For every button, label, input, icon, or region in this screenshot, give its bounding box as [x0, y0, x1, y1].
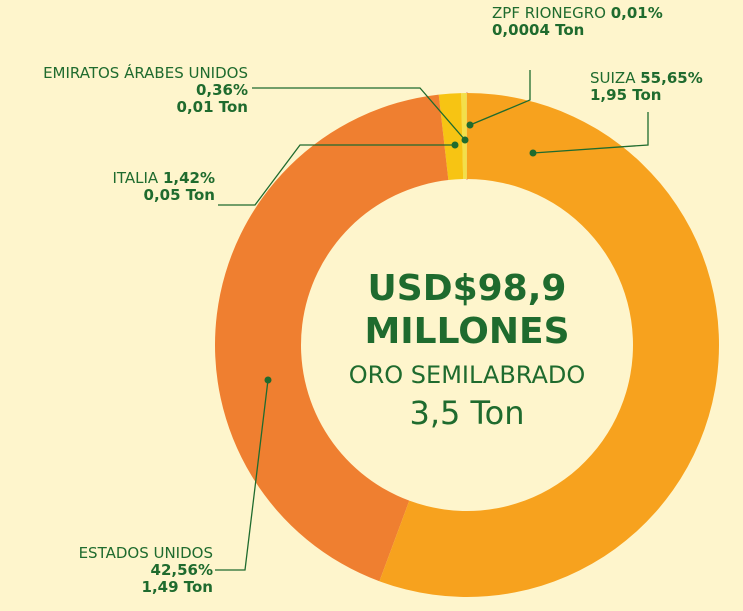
category-name: ITALIA [112, 169, 159, 187]
slice-label: SUIZA 55,65% 1,95 Ton [590, 70, 743, 104]
slice-label: ZPF RIONEGRO 0,01% 0,0004 Ton [492, 5, 742, 39]
donut-slice [438, 93, 464, 181]
leader-line [532, 112, 649, 154]
donut-slice [215, 94, 449, 582]
category-name: EMIRATOS ÁRABES UNIDOS [43, 64, 248, 82]
tons-label: 0,0004 Ton [492, 21, 585, 39]
tons-label: 1,49 Ton [141, 578, 213, 596]
slice-label: ITALIA 1,42% 0,05 Ton [15, 170, 215, 204]
leader-dot [451, 141, 459, 149]
slice-label: EMIRATOS ÁRABES UNIDOS 0,36% 0,01 Ton [20, 65, 248, 116]
donut-slice [461, 93, 467, 180]
category-name: SUIZA [590, 69, 636, 87]
leader-line [469, 70, 531, 126]
leader-dot [466, 121, 474, 129]
category-name: ZPF RIONEGRO [492, 4, 606, 22]
tons-label: 1,95 Ton [590, 86, 662, 104]
leader-line [218, 144, 455, 206]
percent-label: 55,65% [640, 69, 703, 87]
leader-dot [529, 149, 537, 157]
center-product: ORO SEMILABRADO [349, 361, 586, 389]
percent-label: 42,56% [150, 561, 213, 579]
tons-label: 0,01 Ton [176, 98, 248, 116]
percent-label: 0,36% [195, 81, 248, 99]
slice-label: ESTADOS UNIDOS 42,56% 1,49 Ton [13, 545, 213, 596]
leader-dot [264, 376, 272, 384]
percent-label: 1,42% [162, 169, 215, 187]
center-total: 3,5 Ton [409, 394, 524, 432]
center-unit: MILLONES [364, 311, 569, 352]
leader-line [252, 87, 466, 141]
donut-slice [379, 93, 719, 597]
percent-label: 0,01% [610, 4, 663, 22]
leader-line [215, 379, 269, 571]
category-name: ESTADOS UNIDOS [78, 544, 213, 562]
tons-label: 0,05 Ton [143, 186, 215, 204]
leader-dot [461, 136, 469, 144]
center-amount: USD$98,9 [368, 268, 567, 309]
